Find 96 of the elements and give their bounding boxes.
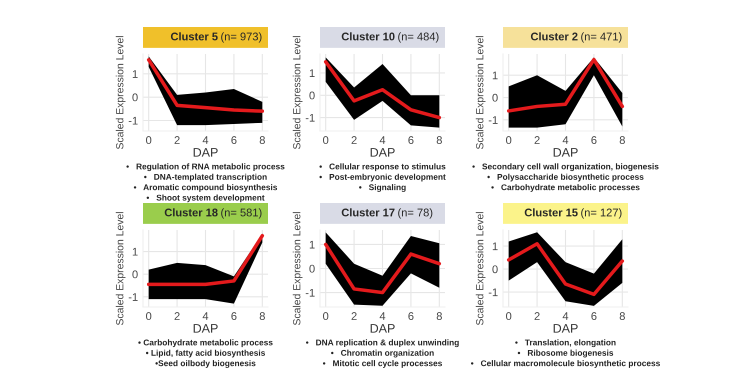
line-series [324,60,442,120]
chart-title: Cluster 15 [524,208,578,216]
x-tick-label: 8 [620,312,625,320]
line-series [146,58,264,113]
chart-subtitle: (n= 471) [581,32,622,43]
chart-subtitle: (n= 581) [221,208,262,219]
text: • Signaling [359,184,406,192]
chart-subtitle: (n= 127) [581,208,622,219]
x-tick-label: 0 [506,312,512,320]
y-tick-label: 0 [132,93,138,102]
x-tick-label: 6 [591,136,597,144]
y-tick-label: 0 [309,264,315,273]
y-tick-label: -1 [128,116,138,125]
x-tick-label: 6 [231,136,237,144]
text: • Carbohydrate metabolic processes [491,184,640,192]
x-axis-title: DAP [554,324,578,333]
line-series [324,242,442,294]
x-tick-label: 4 [562,312,568,320]
x-axis-title: DAP [370,148,395,157]
x-tick-label: 6 [591,312,597,320]
y-axis-title: Scaled Expression Level [476,212,486,326]
y-axis-title: Scaled Expression Level [476,36,486,150]
x-tick-label: 2 [174,136,180,144]
x-tick-label: 2 [352,136,357,144]
y-tick-label: 1 [492,242,498,250]
text: • Chromatin organization [331,350,434,358]
y-tick-label: 0 [492,94,498,102]
x-tick-label: 0 [146,136,152,144]
x-tick-label: 2 [352,312,357,320]
y-tick-label: 0 [309,92,315,100]
text: • Translation, elongation [515,339,616,348]
x-tick-label: 6 [408,312,414,320]
x-tick-label: 6 [408,136,414,144]
text: • Cellular macromolecule biosynthetic process [470,360,660,368]
text: • Carbohydrate metabolic process [138,339,273,348]
text: • Shoot system development [146,194,265,202]
text: • Secondary cell wall organization, biogenesis [472,163,659,172]
x-tick-label: 4 [380,312,386,320]
text: • Ribosome biogenesis [518,350,614,358]
x-tick-label: 4 [380,136,386,144]
text: • Regulation of RNA metabolic process [126,163,284,172]
x-tick-label: 8 [436,136,442,144]
chart-title: Cluster 10 [342,32,395,40]
y-tick-label: 1 [132,70,138,78]
text: • Cellular response to stimulus [319,163,446,172]
x-tick-label: 6 [231,312,237,320]
y-axis-title: Scaled Expression Level [292,212,302,326]
x-tick-label: 4 [202,136,208,144]
chart-title: Cluster 2 [530,32,578,40]
x-tick-label: 8 [620,136,625,144]
line-series [506,242,624,296]
chart-title: Cluster 17 [342,208,395,216]
y-axis-title: Scaled Expression Level [116,36,126,150]
chart-subtitle: (n= 484) [398,32,439,43]
y-tick-label: 0 [132,270,138,278]
x-tick-label: 0 [323,312,328,320]
x-tick-label: 8 [260,136,265,144]
y-tick-label: 1 [132,248,138,256]
x-tick-label: 0 [146,312,152,320]
x-tick-label: 0 [506,136,512,144]
text: • DNA-templated transcription [144,174,267,182]
chart-title: Cluster 5 [170,32,218,40]
x-axis-title: DAP [194,324,218,333]
y-tick-label: -1 [128,293,138,301]
text: • Mitotic cell cycle processes [322,360,442,368]
text: • DNA replication & duplex unwinding [306,339,459,348]
chart-subtitle: (n= 973) [221,32,262,43]
y-tick-label: -1 [306,114,315,122]
y-tick-label: 1 [310,240,315,248]
text: • Post-embryonic development [319,174,446,182]
x-tick-label: 0 [323,136,328,144]
y-axis-title: Scaled Expression Level [116,212,126,326]
x-tick-label: 2 [534,312,540,320]
x-tick-label: 2 [534,136,540,144]
text: •Seed oilbody biogenesis [155,360,256,368]
chart-title: Cluster 18 [164,208,218,216]
x-tick-label: 4 [562,136,568,144]
chart-subtitle: (n= 78) [398,208,432,219]
y-tick-label: 1 [492,72,498,80]
text: • Polysaccharide biosynthetic process [487,174,644,182]
x-tick-label: 4 [202,312,208,320]
y-tick-label: -1 [488,116,498,124]
x-axis-title: DAP [370,324,395,333]
line-series [506,58,624,113]
text: • Aromatic compound biosynthesis [134,184,278,192]
x-tick-label: 8 [436,312,442,320]
x-axis-title: DAP [194,148,218,157]
x-axis-title: DAP [554,148,578,157]
y-axis-title: Scaled Expression Level [292,36,302,150]
text: • Lipid, fatty acid biosynthesis [146,350,265,358]
y-tick-label: -1 [306,288,315,297]
x-tick-label: 8 [260,312,265,320]
y-tick-label: 1 [310,69,315,77]
y-tick-label: -1 [488,288,498,296]
y-tick-label: 0 [492,265,498,274]
x-tick-label: 2 [174,312,180,320]
